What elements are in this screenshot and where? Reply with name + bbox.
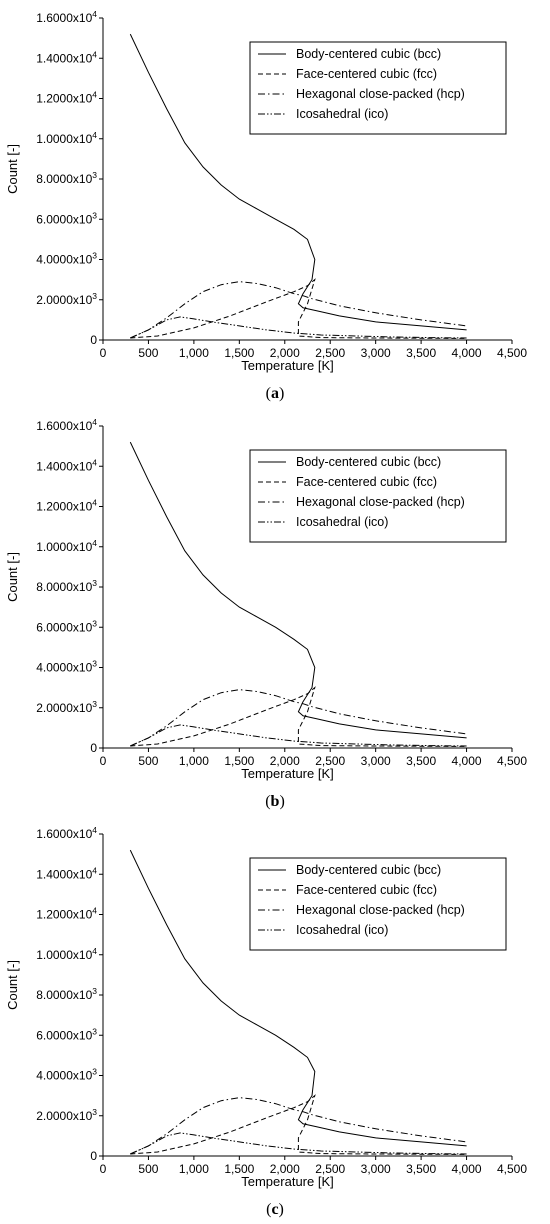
legend-entry: Face-centered cubic (fcc) [296, 67, 437, 81]
y-axis-title: Count [-] [5, 552, 20, 602]
x-tick-label: 4,000 [452, 754, 482, 768]
y-tick-label: 1.4000x104 [36, 49, 97, 65]
panel-caption: (c) [266, 1201, 284, 1218]
x-tick-label: 500 [138, 754, 158, 768]
y-tick-label: 1.6000x104 [36, 417, 97, 433]
y-axis-title: Count [-] [5, 960, 20, 1010]
x-tick-label: 0 [100, 754, 107, 768]
legend-entry: Body-centered cubic (bcc) [296, 47, 441, 61]
legend-entry: Body-centered cubic (bcc) [296, 455, 441, 469]
x-tick-label: 3,000 [361, 346, 391, 360]
x-tick-label: 3,500 [406, 346, 436, 360]
y-axis-title: Count [-] [5, 144, 20, 194]
x-tick-label: 4,500 [497, 346, 527, 360]
y-tick-label: 1.0000x104 [36, 946, 97, 962]
x-tick-label: 0 [100, 346, 107, 360]
legend-entry: Body-centered cubic (bcc) [296, 863, 441, 877]
x-tick-label: 4,500 [497, 754, 527, 768]
y-tick-label: 0 [90, 741, 97, 755]
y-tick-label: 2.0000x103 [36, 1107, 97, 1123]
y-tick-label: 0 [90, 333, 97, 347]
legend-entry: Hexagonal close-packed (hcp) [296, 903, 465, 917]
y-tick-label: 1.4000x104 [36, 865, 97, 881]
legend-entry: Icosahedral (ico) [296, 515, 388, 529]
y-tick-label: 4.0000x103 [36, 1067, 97, 1083]
chart-panel: 0 500 1,000 1,500 2,000 2,500 3,000 3,500 4,000 4… [5, 825, 527, 1218]
x-tick-label: 3,000 [361, 754, 391, 768]
series-line-4 [130, 1133, 466, 1154]
x-tick-label: 3,500 [406, 754, 436, 768]
y-tick-label: 8.0000x103 [36, 986, 97, 1002]
x-axis-title: Temperature [K] [241, 1174, 334, 1189]
y-tick-label: 1.0000x104 [36, 130, 97, 146]
panel-caption: (b) [265, 793, 285, 810]
x-tick-label: 500 [138, 346, 158, 360]
x-tick-label: 1,000 [179, 754, 209, 768]
x-axis-title: Temperature [K] [241, 766, 334, 781]
series-line-4 [130, 317, 466, 338]
x-tick-label: 0 [100, 1162, 107, 1176]
legend-entry: Icosahedral (ico) [296, 923, 388, 937]
y-tick-label: 0 [90, 1149, 97, 1163]
legend-entry: Hexagonal close-packed (hcp) [296, 495, 465, 509]
x-tick-label: 3,000 [361, 1162, 391, 1176]
y-tick-label: 2.0000x103 [36, 291, 97, 307]
y-tick-label: 6.0000x103 [36, 210, 97, 226]
x-tick-label: 500 [138, 1162, 158, 1176]
y-tick-label: 1.4000x104 [36, 457, 97, 473]
series-line-2 [130, 1096, 466, 1155]
legend-entry: Face-centered cubic (fcc) [296, 475, 437, 489]
legend-entry: Icosahedral (ico) [296, 107, 388, 121]
y-tick-label: 1.0000x104 [36, 538, 97, 554]
y-tick-label: 8.0000x103 [36, 578, 97, 594]
legend-entry: Hexagonal close-packed (hcp) [296, 87, 465, 101]
y-tick-label: 6.0000x103 [36, 1026, 97, 1042]
y-tick-label: 8.0000x103 [36, 170, 97, 186]
x-tick-label: 3,500 [406, 1162, 436, 1176]
legend-entry: Face-centered cubic (fcc) [296, 883, 437, 897]
y-tick-label: 1.6000x104 [36, 9, 97, 25]
series-line-2 [130, 688, 466, 747]
series-line-2 [130, 280, 466, 339]
y-tick-label: 1.6000x104 [36, 825, 97, 841]
y-tick-label: 1.2000x104 [36, 906, 97, 922]
y-tick-label: 1.2000x104 [36, 498, 97, 514]
y-tick-label: 4.0000x103 [36, 659, 97, 675]
chart-panel: 0 500 1,000 1,500 2,000 2,500 3,000 3,500 4,000 4… [5, 417, 527, 810]
x-tick-label: 1,000 [179, 1162, 209, 1176]
y-tick-label: 1.2000x104 [36, 90, 97, 106]
x-tick-label: 1,000 [179, 346, 209, 360]
x-tick-label: 4,500 [497, 1162, 527, 1176]
x-tick-label: 4,000 [452, 1162, 482, 1176]
x-tick-label: 4,000 [452, 346, 482, 360]
series-line-4 [130, 725, 466, 746]
y-tick-label: 6.0000x103 [36, 618, 97, 634]
chart-panel: 0 500 1,000 1,500 2,000 2,500 3,000 3,500 4,000 4… [5, 9, 527, 402]
x-axis-title: Temperature [K] [241, 358, 334, 373]
panel-caption: (a) [266, 385, 285, 402]
y-tick-label: 2.0000x103 [36, 699, 97, 715]
y-tick-label: 4.0000x103 [36, 251, 97, 267]
